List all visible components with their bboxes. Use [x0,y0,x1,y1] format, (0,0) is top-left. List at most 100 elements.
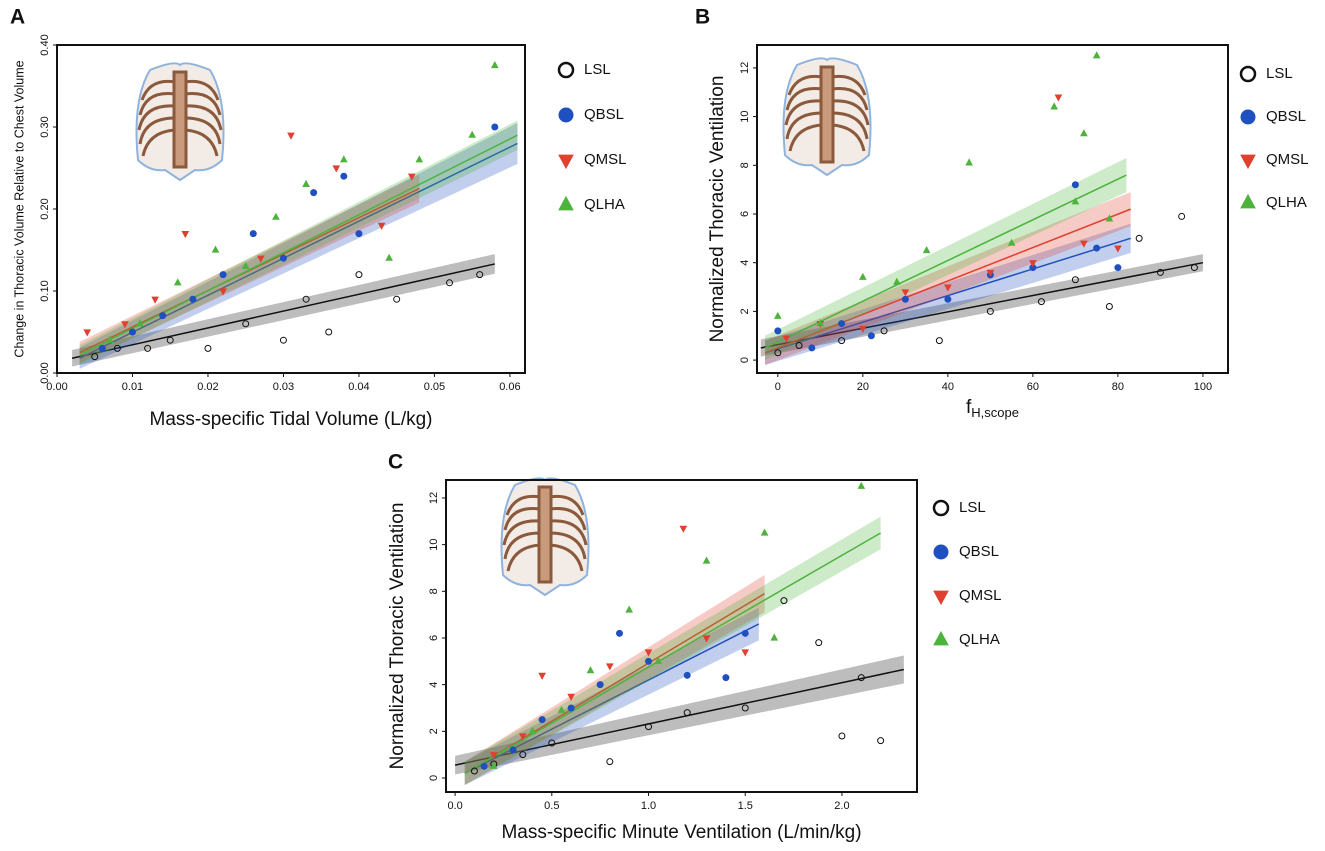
data-point [340,155,348,163]
y-tick-label: 6 [428,635,440,641]
data-point [773,311,782,319]
data-point [1050,102,1058,110]
y-tick-label: 6 [739,211,751,217]
data-point [332,165,341,173]
data-point [415,155,424,163]
y-axis-label: Change in Thoracic Volume Relative to Ch… [12,60,26,357]
legend-label: QBSL [584,106,624,123]
fit-line [760,261,1204,349]
data-point [880,327,888,335]
data-point [683,709,691,717]
data-point [519,751,527,759]
data-point [859,325,867,333]
data-point [310,189,318,197]
data-point [538,716,546,724]
x-axis-label: fH,scope [966,397,1019,420]
data-point [204,344,212,352]
data-point [567,693,575,701]
legend-marker [933,590,949,606]
legend-marker [1239,65,1257,83]
data-point [774,327,782,335]
x-axis-label-main: Mass-specific Tidal Volume (L/kg) [150,409,433,430]
legend-marker [558,154,574,170]
y-tick-label: 12 [428,492,440,504]
x-tick-label: 100 [1194,381,1212,393]
confidence-band [79,120,518,365]
data-point [279,254,287,262]
x-tick-label: 0.00 [46,381,67,393]
y-tick-label: 0 [428,775,440,781]
data-point [625,605,634,613]
data-point [476,271,484,279]
data-point [219,288,227,296]
data-point [1071,197,1080,205]
plot-frame [445,479,918,793]
data-point [605,663,614,671]
data-point [922,246,931,254]
x-tick-label: 2.0 [834,800,849,812]
legend-marker [1240,193,1256,209]
legend-label: QBSL [959,543,999,560]
y-tick-label: 0.30 [39,116,51,137]
data-point [867,332,875,340]
y-tick-label: 2 [428,728,440,734]
x-tick-label: 0.05 [424,381,445,393]
y-tick-label: 4 [739,260,751,266]
panel: B 0 20 40 60 80 100 0 2 4 6 8 10 12 Normalized Thoraci… [695,6,1309,421]
data-point [1105,214,1114,222]
data-point [838,337,846,345]
data-point [302,295,310,303]
data-point [113,344,121,352]
y-tick-label: 0.10 [39,280,51,301]
data-point [770,633,779,641]
data-point [877,737,885,745]
x-axis-label: Mass-specific Tidal Volume (L/kg) [150,409,433,430]
fit-line [764,174,1127,349]
data-point [795,341,803,349]
y-tick-label: 0 [739,357,751,363]
y-tick-label: 8 [428,588,440,594]
x-axis-label-main: f [966,397,972,418]
y-tick-label: 10 [739,110,751,122]
legend-label: QBSL [1266,108,1306,125]
x-axis-label: Mass-specific Minute Ventilation (L/min/… [501,822,861,843]
data-point [1178,212,1186,220]
data-point [986,307,994,315]
data-point [654,656,663,664]
data-point [567,704,575,712]
data-point [857,674,865,682]
data-point [393,295,401,303]
legend-marker [1240,154,1256,170]
x-tick-label: 0.03 [273,381,294,393]
data-point [944,284,952,292]
data-point [1029,260,1037,268]
confidence-band [72,254,495,367]
ribcage-icon [135,61,225,182]
data-point [302,179,310,187]
y-axis-label: Normalized Thoracic Ventilation [387,503,408,770]
data-point [1114,264,1122,272]
data-point [490,60,499,69]
data-point [1054,94,1063,102]
x-tick-label: 0.06 [499,381,520,393]
legend-label: QMSL [1266,151,1309,168]
data-point [518,733,527,741]
data-point [491,123,499,131]
y-tick-label: 0.20 [39,198,51,219]
data-point [272,212,280,220]
plot-area [760,51,1204,365]
data-point [1093,244,1101,252]
data-point [780,597,788,605]
data-point [249,230,257,238]
data-point [935,337,943,345]
data-point [944,295,952,303]
x-tick-label: 1.5 [738,800,753,812]
legend-marker [933,544,949,560]
x-tick-label: 1.0 [641,800,656,812]
data-point [901,289,910,297]
data-point [1071,181,1079,189]
legend-marker [558,107,574,123]
y-axis-label: Normalized Thoracic Ventilation [707,76,728,343]
confidence-band [765,157,1127,361]
legend-marker [933,630,949,646]
